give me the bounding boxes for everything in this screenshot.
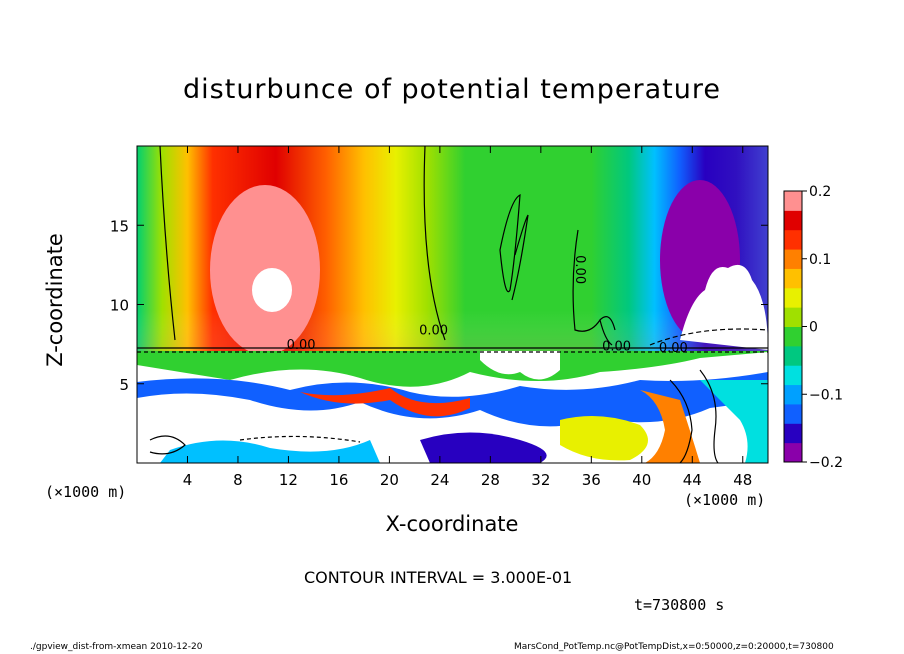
x-tick-label: 40 <box>632 471 651 489</box>
heatmap-field <box>137 146 768 463</box>
colorbar-swatch <box>784 403 802 424</box>
colorbar-tick-label: −0.1 <box>809 387 843 403</box>
contour-labels: 0.00 0.00 0.00 0.00 0.00 <box>287 255 688 356</box>
colorbar-tick-label: 0 <box>809 320 818 336</box>
footer-left: ./gpview_dist-from-xmean 2010-12-20 <box>30 642 203 652</box>
y-axis-label: Z-coordinate <box>43 233 67 367</box>
x-tick-label: 36 <box>582 471 601 489</box>
colorbar-swatch <box>784 384 802 405</box>
contour-label: 0.00 <box>419 324 448 339</box>
colorbar-swatch <box>784 268 802 289</box>
x-tick-label: 20 <box>380 471 399 489</box>
x-tick-label: 44 <box>683 471 702 489</box>
x-tick-label: 28 <box>481 471 500 489</box>
y-tick-label: 10 <box>110 297 129 315</box>
x-tick-label: 16 <box>329 471 348 489</box>
time-label: t=730800 s <box>634 596 725 614</box>
colorbar-swatch <box>784 307 802 327</box>
colorbar-swatch <box>784 365 802 386</box>
colorbar-swatch <box>784 442 802 463</box>
x-axis-label: X-coordinate <box>385 512 519 536</box>
colorbar: 0.2 0.1 0 −0.1 −0.2 <box>783 184 843 471</box>
colorbar-tick-label: −0.2 <box>809 455 843 471</box>
x-axis: 4 8 12 16 20 24 28 32 36 40 44 48 <box>183 146 752 489</box>
x-unit-right: (×1000 m) <box>684 491 766 509</box>
contour-label: 0.00 <box>659 341 688 356</box>
y-axis: 5 10 15 <box>110 217 768 394</box>
colorbar-swatch <box>784 229 802 250</box>
colorbar-swatch <box>784 191 802 211</box>
y-tick-label: 5 <box>119 376 129 394</box>
colorbar-tick-label: 0.1 <box>809 252 831 268</box>
footer-right: MarsCond_PotTemp.nc@PotTempDist,x=0:5000… <box>514 642 834 652</box>
colorbar-tick-label: 0.2 <box>809 184 831 200</box>
y-tick-label: 15 <box>110 217 129 235</box>
contour-label: 0.00 <box>572 255 587 284</box>
x-tick-label: 48 <box>733 471 752 489</box>
colorbar-swatch <box>784 326 802 347</box>
contour-interval-text: CONTOUR INTERVAL = 3.000E-01 <box>304 568 573 587</box>
x-tick-label: 24 <box>430 471 449 489</box>
colorbar-swatch <box>784 249 802 269</box>
x-tick-label: 4 <box>183 471 193 489</box>
colorbar-swatch <box>784 210 802 231</box>
contour-label: 0.00 <box>602 339 631 354</box>
x-unit-left: (×1000 m) <box>45 483 127 501</box>
chart-title: disturbunce of potential temperature <box>183 74 721 105</box>
colorbar-swatch <box>784 423 802 444</box>
x-tick-label: 12 <box>279 471 298 489</box>
colorbar-swatch <box>784 345 802 366</box>
x-tick-label: 32 <box>531 471 550 489</box>
contour-label: 0.00 <box>287 338 316 353</box>
x-tick-label: 8 <box>233 471 243 489</box>
colorbar-swatch <box>784 287 802 308</box>
